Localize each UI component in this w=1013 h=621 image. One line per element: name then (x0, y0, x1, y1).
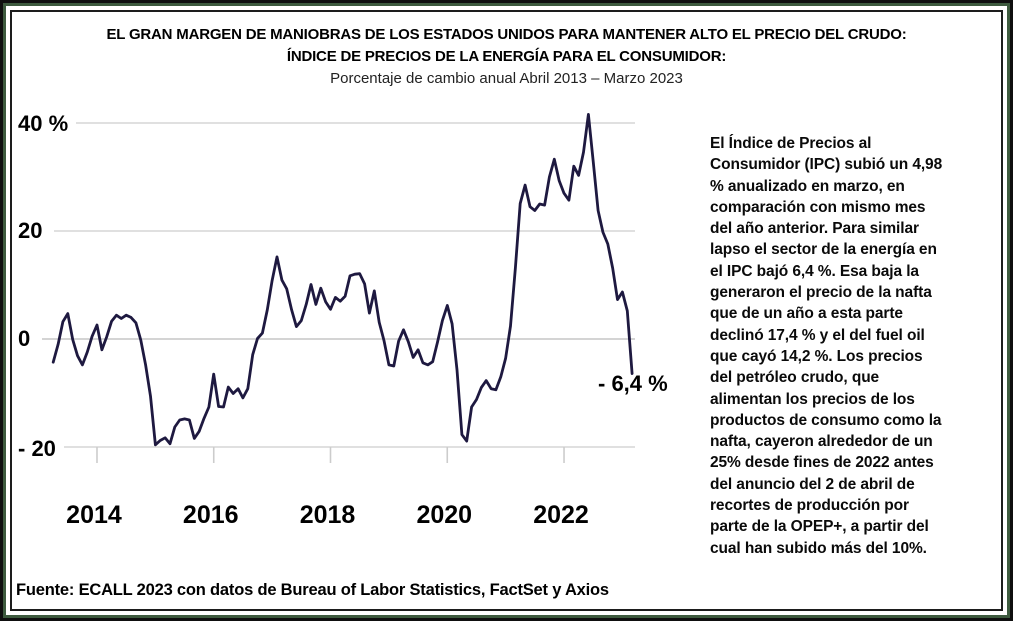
y-axis-label-20: 20 (18, 218, 43, 243)
title-line-2: ÍNDICE DE PRECIOS DE LA ENERGÍA PARA EL … (286, 48, 727, 65)
chart-subtitle: Porcentaje de cambio anual Abril 2013 – … (330, 70, 683, 87)
x-axis-label-2022: 2022 (533, 501, 589, 529)
last-value-annotation: - 6,4 % (598, 371, 668, 396)
y-axis-label-0: 0 (18, 326, 31, 351)
title-line-1: EL GRAN MARGEN DE MANIOBRAS DE LOS ESTAD… (106, 26, 907, 43)
source-line: Fuente: ECALL 2023 con datos de Bureau o… (16, 581, 609, 599)
commentary-text: El Índice de Precios al Consumidor (IPC)… (710, 135, 943, 557)
y-axis-label--20: - 20 (18, 436, 56, 461)
y-axis-label-40: 40 % (18, 111, 69, 136)
price-index-line (51, 113, 634, 447)
x-axis-label-2018: 2018 (299, 501, 356, 529)
x-axis-label-2014: 2014 (66, 501, 122, 529)
header: EL GRAN MARGEN DE MANIOBRAS DE LOS ESTAD… (14, 24, 999, 89)
x-axis-label-2020: 2020 (416, 501, 473, 529)
x-axis-label-2016: 2016 (182, 501, 239, 529)
